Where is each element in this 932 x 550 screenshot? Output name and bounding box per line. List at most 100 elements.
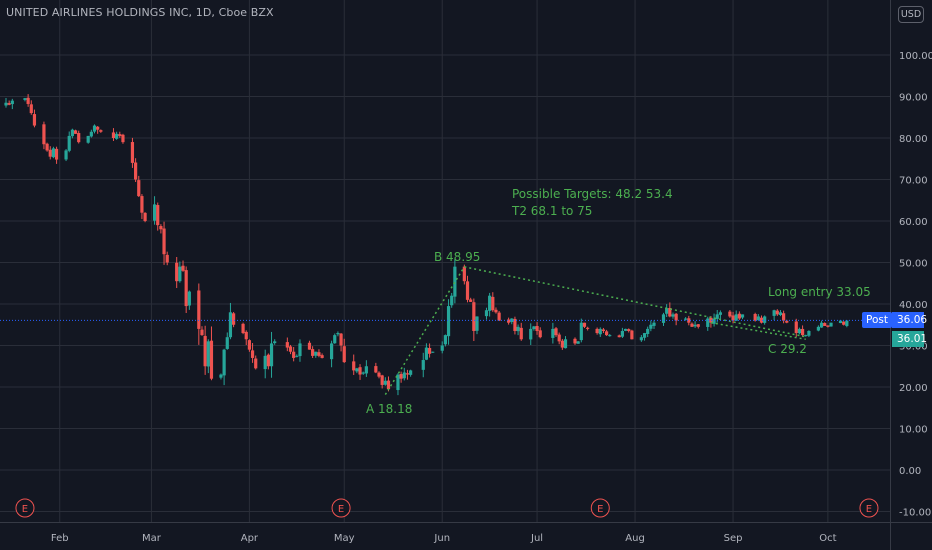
candle-body bbox=[453, 266, 457, 297]
candle bbox=[728, 310, 732, 318]
candle bbox=[77, 130, 81, 144]
earnings-marker: E bbox=[331, 498, 351, 518]
price-axis[interactable]: 100.00 90.00 80.00 70.00 60.00 50.00 40.00 30.0… bbox=[899, 51, 932, 519]
candle bbox=[823, 322, 827, 327]
candle-body bbox=[709, 317, 713, 323]
candle-body bbox=[642, 333, 647, 338]
candle-body bbox=[516, 326, 520, 332]
symbol-title[interactable]: UNITED AIRLINES HOLDINGS INC, 1D, Cboe B… bbox=[6, 6, 274, 19]
candle bbox=[453, 259, 457, 304]
candle-body bbox=[273, 341, 277, 344]
candle-body bbox=[29, 104, 33, 114]
candle bbox=[576, 341, 580, 344]
candle-body bbox=[64, 150, 68, 160]
candle-body bbox=[292, 351, 296, 358]
candle-body bbox=[712, 318, 716, 324]
candle-body bbox=[842, 321, 846, 325]
candle bbox=[563, 336, 568, 349]
candle bbox=[519, 322, 523, 341]
candle-body bbox=[617, 335, 621, 338]
candle-body bbox=[829, 322, 833, 327]
candle-body bbox=[728, 311, 732, 317]
currency-badge[interactable]: USD bbox=[898, 6, 924, 23]
candle-body bbox=[582, 322, 587, 327]
candle-body bbox=[386, 380, 391, 390]
candle bbox=[396, 373, 400, 396]
candle-body bbox=[4, 102, 8, 106]
candle-body bbox=[380, 375, 384, 385]
candle bbox=[352, 354, 356, 375]
candle-body bbox=[45, 143, 49, 151]
candle bbox=[273, 339, 277, 345]
candle bbox=[222, 348, 226, 386]
candle-body bbox=[782, 313, 786, 321]
candle bbox=[374, 362, 378, 374]
x-tick-label: Oct bbox=[819, 533, 836, 544]
candle-body bbox=[140, 196, 144, 213]
candle-body bbox=[756, 316, 760, 321]
candle bbox=[285, 337, 289, 352]
candle bbox=[64, 149, 68, 162]
candle bbox=[159, 224, 163, 234]
candle-body bbox=[823, 323, 827, 326]
candle-body bbox=[89, 131, 93, 137]
candle-body bbox=[475, 316, 479, 331]
candle bbox=[668, 302, 672, 318]
candle-body bbox=[111, 132, 116, 138]
candle bbox=[184, 266, 188, 313]
earnings-marker-label: E bbox=[866, 504, 872, 515]
earnings-marker-label: E bbox=[22, 504, 28, 515]
candle bbox=[551, 322, 555, 344]
annotation-point-a: A 18.18 bbox=[366, 402, 412, 416]
y-tick-label: 50.00 bbox=[899, 259, 928, 270]
candle-body bbox=[551, 328, 555, 338]
candle bbox=[383, 377, 387, 386]
candle bbox=[665, 304, 669, 318]
candle bbox=[32, 109, 37, 128]
candle-body bbox=[532, 326, 536, 330]
candle-body bbox=[661, 314, 666, 323]
candle-body bbox=[137, 180, 141, 197]
candle bbox=[488, 292, 492, 317]
candle-body bbox=[115, 133, 119, 139]
candle-body bbox=[494, 309, 498, 313]
candle-body bbox=[159, 226, 163, 230]
candle bbox=[443, 334, 447, 347]
candle-body bbox=[557, 334, 561, 342]
candle bbox=[652, 320, 656, 329]
annotation-point-c: C 29.2 bbox=[768, 342, 807, 356]
candle bbox=[431, 351, 435, 353]
candle bbox=[604, 329, 609, 336]
candle-body bbox=[241, 323, 245, 334]
candle-body bbox=[219, 374, 223, 378]
candle bbox=[219, 373, 223, 380]
candle bbox=[89, 129, 93, 138]
candle bbox=[740, 314, 745, 320]
candle-body bbox=[10, 100, 14, 105]
candle bbox=[355, 367, 359, 374]
y-tick-label: 60.00 bbox=[899, 217, 928, 228]
candle-body bbox=[819, 322, 824, 328]
y-tick-label: -10.00 bbox=[899, 508, 931, 519]
candle-body bbox=[200, 329, 204, 336]
candle bbox=[772, 309, 776, 321]
candle bbox=[225, 332, 229, 350]
candle-body bbox=[826, 325, 830, 327]
chart-grid bbox=[0, 0, 890, 522]
candle bbox=[475, 316, 479, 335]
candle-body bbox=[800, 328, 805, 336]
candle bbox=[623, 328, 628, 332]
candle-body bbox=[134, 162, 138, 180]
candle bbox=[661, 312, 666, 326]
candle-body bbox=[794, 321, 798, 334]
candle bbox=[807, 330, 811, 338]
time-axis[interactable]: Feb Mar Apr May Jun Jul Aug Sep Oct bbox=[51, 533, 837, 544]
candlestick-series[interactable] bbox=[4, 94, 849, 396]
candle bbox=[826, 325, 830, 328]
candle bbox=[421, 352, 425, 378]
candle bbox=[181, 260, 185, 272]
candle-body bbox=[396, 374, 400, 391]
candle-body bbox=[646, 328, 650, 334]
